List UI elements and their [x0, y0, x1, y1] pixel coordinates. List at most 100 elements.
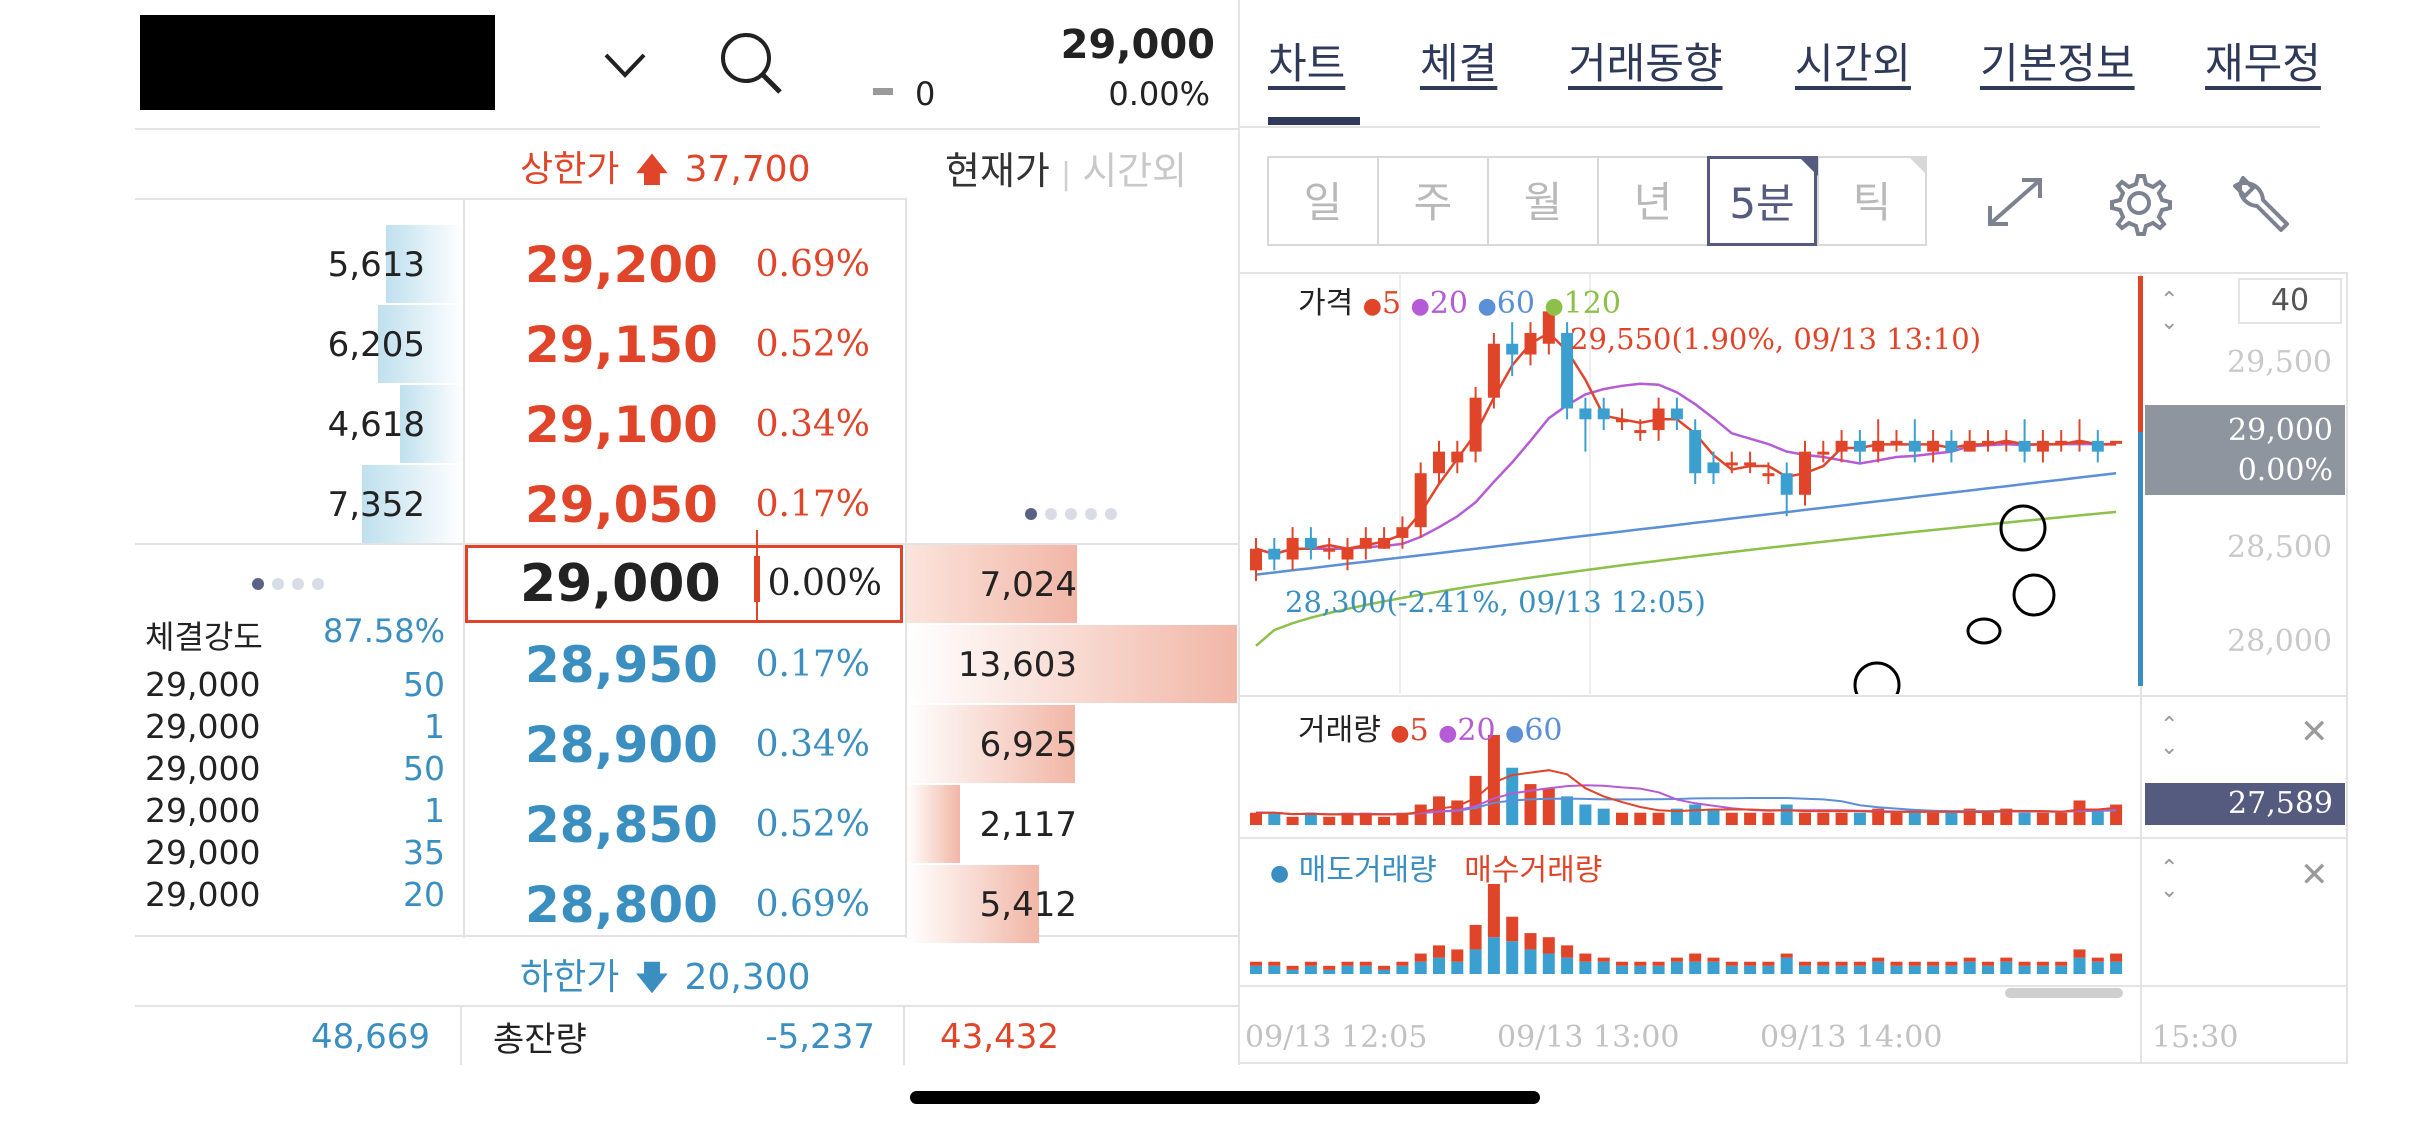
sell-volume-bar	[1817, 965, 1830, 974]
price-chart[interactable]	[1240, 274, 2140, 694]
bid-qty: 6,925	[979, 725, 1077, 765]
bid-price-row[interactable]: 28,900 0.34%	[465, 705, 900, 785]
buy-volume-bar	[2036, 961, 2049, 966]
sell-volume-bar	[1799, 965, 1811, 974]
bid-pct: 0.17%	[755, 644, 870, 685]
volume-bar	[1378, 816, 1391, 825]
candle-body	[1579, 408, 1592, 420]
sell-volume-bar	[1908, 965, 1921, 974]
ask-price-row[interactable]: 29,200 0.69%	[465, 225, 900, 305]
buy-volume-bar	[1908, 961, 1921, 966]
price-mode-toggle[interactable]: 현재가 | 시간외	[945, 149, 1188, 193]
tab-5[interactable]: 재무정	[2205, 39, 2321, 88]
sellbuy-chart[interactable]	[1240, 839, 2140, 983]
toggle-current[interactable]: 현재가	[945, 149, 1050, 193]
upper-limit-value: 37,700	[684, 149, 811, 190]
trade-qty: 20	[403, 875, 445, 914]
header-change: 0	[915, 75, 936, 113]
sell-volume-bar	[1963, 961, 1976, 974]
x-axis-label-4: 15:30	[2152, 1020, 2239, 1055]
candle-body	[1597, 408, 1610, 420]
wrench-icon[interactable]	[2225, 168, 2295, 238]
home-indicator[interactable]	[910, 1091, 1540, 1104]
sell-volume-bar	[1579, 961, 1592, 974]
volume-bar	[1945, 812, 1958, 825]
bid-price-row[interactable]: 28,950 0.17%	[465, 625, 900, 705]
volume-bar	[1707, 808, 1720, 825]
close-sellbuy-icon[interactable]: ✕	[2300, 855, 2329, 895]
buy-volume-bar	[1945, 961, 1958, 966]
scale-arrows-icon[interactable]: ⌃ ⌄	[2160, 713, 2179, 760]
period-button-1[interactable]: 주	[1377, 156, 1487, 246]
annotation-circle	[2012, 573, 2056, 617]
sell-volume-bar	[1286, 969, 1299, 974]
gear-icon[interactable]	[2104, 168, 2174, 238]
volume-bar	[1817, 812, 1830, 825]
buy-volume-bar	[1963, 957, 1976, 962]
volume-bar	[1250, 812, 1262, 825]
bid-price-row[interactable]: 28,800 0.69%	[465, 865, 900, 945]
period-button-0[interactable]: 일	[1267, 156, 1377, 246]
sell-volume-bar	[2110, 961, 2123, 974]
candle-body	[1304, 537, 1317, 549]
buy-volume-bar	[1652, 961, 1665, 966]
price-box: 29,000 0.00%	[2145, 405, 2345, 495]
trade-row: 29,000 50	[145, 749, 445, 788]
period-button-5[interactable]: 틱	[1817, 156, 1927, 246]
upper-limit-label: 상한가	[520, 149, 620, 190]
scale-arrows-icon[interactable]: ⌃ ⌄	[2160, 288, 2179, 335]
sell-volume-bar	[1872, 961, 1885, 974]
bid-price: 28,800	[525, 876, 718, 934]
scale-arrows-icon[interactable]: ⌃ ⌄	[2160, 856, 2179, 903]
candle-body	[1323, 548, 1336, 552]
tab-2[interactable]: 거래동향	[1568, 39, 1723, 88]
volume-value-box: 27,589	[2145, 783, 2345, 825]
annotation-circle	[1999, 504, 2047, 552]
trade-price: 29,000	[145, 791, 261, 830]
current-price-box[interactable]: 29,000 0.00%	[465, 530, 903, 623]
ma60-line	[1255, 471, 2117, 576]
ask-price-row[interactable]: 29,050 0.17%	[465, 465, 900, 545]
buy-volume-bar	[1414, 953, 1427, 962]
close-volume-icon[interactable]: ✕	[2300, 712, 2329, 752]
zoom-value[interactable]: 40	[2238, 278, 2342, 324]
expand-icon[interactable]	[1980, 170, 2050, 234]
search-icon[interactable]	[716, 28, 786, 98]
price-legend: 가격 ●5 ●20 ●60 ●120	[1298, 286, 1621, 321]
bid-price: 28,850	[525, 796, 718, 854]
period-button-3[interactable]: 년	[1597, 156, 1707, 246]
volume-bar	[1414, 804, 1427, 825]
bid-price-row[interactable]: 28,850 0.52%	[465, 785, 900, 865]
tab-1[interactable]: 체결	[1420, 39, 1498, 88]
buy-volume-bar	[1469, 924, 1482, 950]
sell-volume-bar	[1634, 965, 1647, 974]
buy-volume-bar	[1396, 961, 1409, 966]
tab-4[interactable]: 기본정보	[1980, 39, 2135, 88]
tab-3[interactable]: 시간외	[1795, 39, 1911, 88]
toggle-afterhours[interactable]: 시간외	[1082, 149, 1188, 193]
ask-total: 48,669	[311, 1017, 430, 1057]
volume-bar	[1853, 812, 1866, 825]
tick-corner-icon	[1908, 156, 1926, 174]
volume-bar	[2073, 800, 2086, 825]
chevron-down-icon[interactable]	[600, 45, 650, 85]
candle-body	[2110, 440, 2123, 444]
volume-chart[interactable]	[1240, 697, 2140, 835]
buy-volume-bar	[2000, 957, 2013, 962]
horizontal-scrollbar[interactable]	[2005, 988, 2123, 998]
candle-body	[1890, 440, 1903, 444]
sell-volume-bar	[1853, 965, 1866, 974]
trade-row: 29,000 1	[145, 791, 445, 830]
sell-volume-bar	[1341, 965, 1354, 974]
period-button-2[interactable]: 월	[1487, 156, 1597, 246]
candle-body	[1982, 440, 1994, 444]
volume-bar	[1652, 812, 1665, 825]
ask-price-row[interactable]: 29,150 0.52%	[465, 305, 900, 385]
volume-bar	[1268, 812, 1281, 825]
ask-price-row[interactable]: 29,100 0.34%	[465, 385, 900, 465]
tab-0[interactable]: 차트	[1268, 39, 1346, 88]
current-pct: 0.00%	[767, 563, 882, 604]
volume-ma-60: 60	[1524, 713, 1563, 748]
price-box-price: 29,000	[2228, 413, 2333, 448]
volume-bar	[1762, 812, 1775, 825]
